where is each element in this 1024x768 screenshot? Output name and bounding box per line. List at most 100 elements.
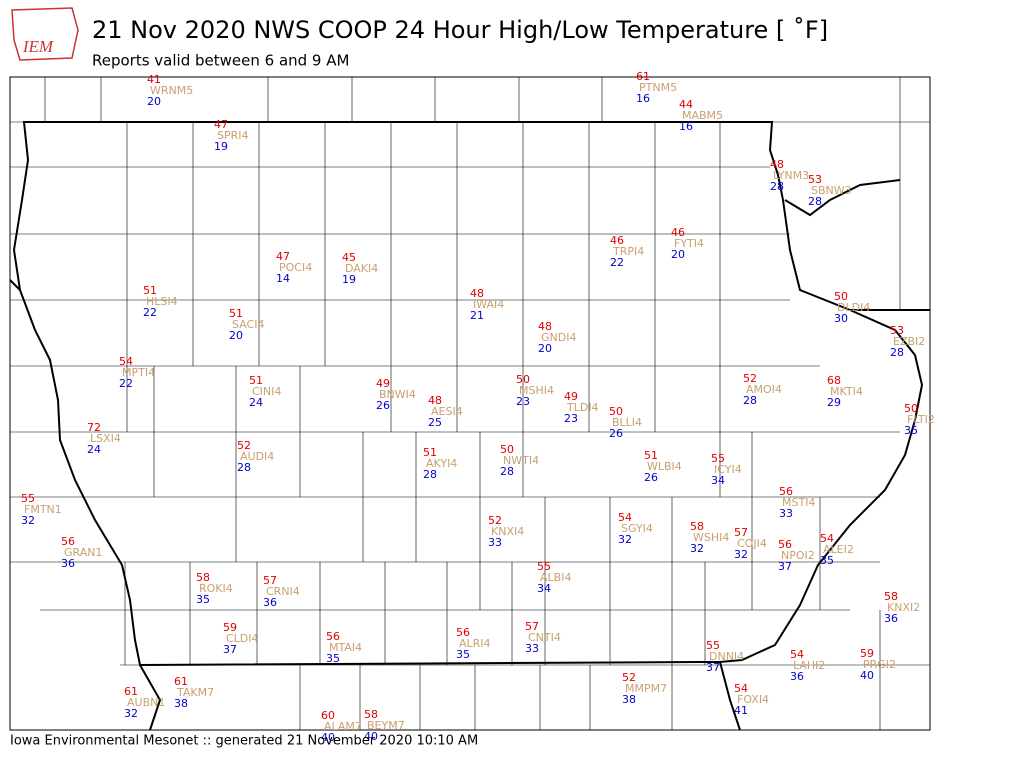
low-temp: 35 (196, 593, 210, 606)
station-id: EZBI2 (893, 335, 925, 348)
station-id: MPTI4 (122, 366, 155, 379)
low-temp: 28 (808, 195, 822, 208)
station-id: FYTI4 (674, 237, 704, 250)
low-temp: 21 (470, 309, 484, 322)
station-id: COJI4 (737, 537, 767, 550)
logo-text: IEM (22, 37, 54, 56)
high-temp: 68 (827, 374, 841, 387)
high-temp: 50 (904, 402, 918, 415)
station-id: CINI4 (252, 385, 281, 398)
station-id: FOXI4 (737, 693, 769, 706)
station-id: CLDI4 (226, 632, 259, 645)
low-temp: 28 (423, 468, 437, 481)
station-id: ALAM7 (324, 720, 362, 733)
high-temp: 51 (249, 374, 263, 387)
low-temp: 35 (904, 424, 918, 437)
low-temp: 28 (237, 461, 251, 474)
high-temp: 51 (423, 446, 437, 459)
station-id: BEYM7 (367, 719, 405, 732)
low-temp: 23 (564, 412, 578, 425)
low-temp: 32 (618, 533, 632, 546)
low-temp: 30 (834, 312, 848, 325)
high-temp: 50 (516, 373, 530, 386)
high-temp: 56 (61, 535, 75, 548)
station-id: MMPM7 (625, 682, 667, 695)
station-id: LSXI4 (90, 432, 121, 445)
low-temp: 20 (229, 329, 243, 342)
high-temp: 57 (525, 620, 539, 633)
low-temp: 32 (124, 707, 138, 720)
station-id: TAKM7 (176, 686, 214, 699)
low-temp: 28 (743, 394, 757, 407)
high-temp: 57 (263, 574, 277, 587)
station-id: FMTN1 (24, 503, 62, 516)
low-temp: 34 (537, 582, 551, 595)
low-temp: 40 (321, 731, 335, 744)
station-id: AMOI4 (746, 383, 782, 396)
map-frame (9, 76, 931, 731)
station-id: NPOI2 (781, 549, 815, 562)
low-temp: 36 (790, 670, 804, 683)
high-temp: 47 (214, 118, 228, 131)
low-temp: 24 (249, 396, 263, 409)
station-id: MTAI4 (329, 641, 362, 654)
low-temp: 16 (679, 120, 693, 133)
low-temp: 28 (890, 346, 904, 359)
station-id: LAHI2 (793, 659, 825, 672)
station-id: IWAI4 (473, 298, 504, 311)
low-temp: 35 (820, 554, 834, 567)
high-temp: 51 (229, 307, 243, 320)
station-id: WLBI4 (647, 460, 682, 473)
low-temp: 35 (326, 652, 340, 665)
station-id: CRNI4 (266, 585, 300, 598)
station-id: AESI4 (431, 405, 463, 418)
high-temp: 59 (223, 621, 237, 634)
low-temp: 32 (734, 548, 748, 561)
high-temp: 58 (196, 571, 210, 584)
station-id: TLDI4 (566, 401, 599, 414)
low-temp: 36 (61, 557, 75, 570)
station-id: GNDI4 (541, 331, 576, 344)
high-temp: 54 (618, 511, 632, 524)
high-temp: 54 (820, 532, 834, 545)
station-id: ALRI4 (459, 637, 491, 650)
high-temp: 51 (143, 284, 157, 297)
station-id: MKTI4 (830, 385, 863, 398)
high-temp: 58 (884, 590, 898, 603)
high-temp: 45 (342, 251, 356, 264)
high-temp: 50 (609, 405, 623, 418)
high-temp: 61 (124, 685, 138, 698)
high-temp: 48 (428, 394, 442, 407)
low-temp: 40 (860, 669, 874, 682)
low-temp: 25 (428, 416, 442, 429)
low-temp: 20 (671, 248, 685, 261)
low-temp: 20 (538, 342, 552, 355)
high-temp: 52 (237, 439, 251, 452)
low-temp: 38 (622, 693, 636, 706)
